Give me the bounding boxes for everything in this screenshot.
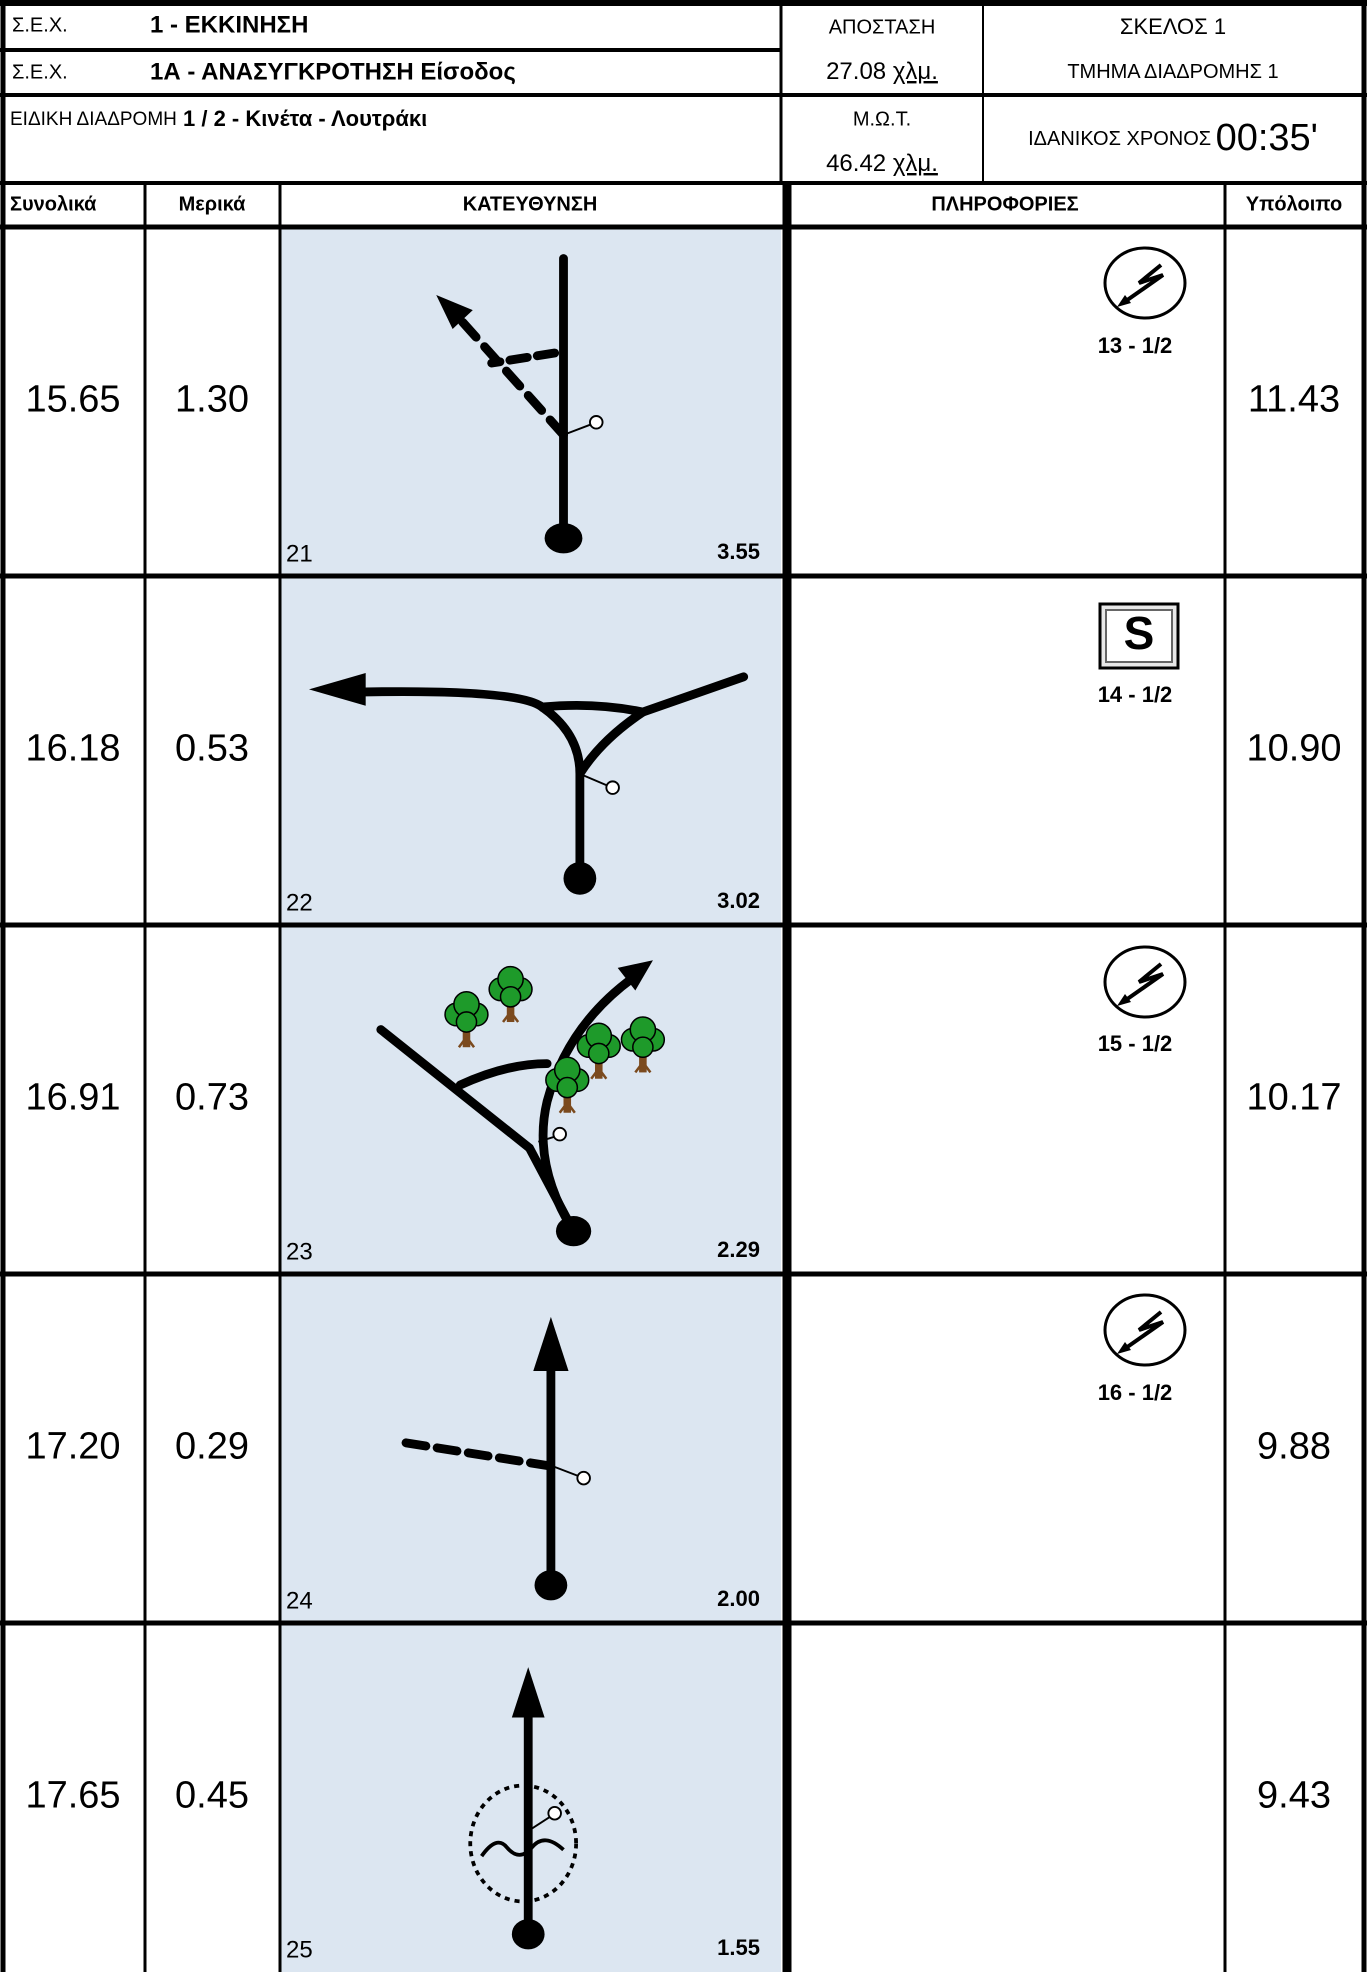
partial-distance: 0.73 bbox=[175, 1077, 249, 1119]
value: 1 bbox=[1268, 61, 1279, 83]
value: 1 / 2 - Κινέτα - Λουτράκι bbox=[183, 106, 427, 131]
total-distance: 17.20 bbox=[25, 1426, 120, 1468]
route-row: 15.65 1.30 21 3.55 13 - 1/2 11.43 bbox=[25, 333, 1340, 568]
label: ΣΚΕΛΟΣ bbox=[1120, 14, 1208, 39]
partial-distance: 0.45 bbox=[175, 1775, 249, 1817]
next-distance: 1.55 bbox=[717, 1935, 760, 1960]
total-distance: 17.65 bbox=[25, 1775, 120, 1817]
tulip-diagram bbox=[376, 960, 666, 1247]
sign: S bbox=[1124, 607, 1155, 659]
value: 1 - ΕΚΚΙΝΗΣΗ bbox=[150, 11, 308, 38]
tulip-diagram bbox=[436, 254, 604, 554]
tulip-diagram bbox=[401, 1316, 591, 1601]
step-number: 25 bbox=[286, 1936, 313, 1963]
column-header: Υπόλοιπο bbox=[1246, 193, 1343, 215]
info-label: 16 - 1/2 bbox=[1098, 1380, 1173, 1405]
route-row: 17.65 0.45 25 1.55 9.43 bbox=[25, 1775, 1331, 1964]
column-header: Μερικά bbox=[179, 193, 247, 215]
label: ΙΔΑΝΙΚΟΣ ΧΡΟΝΟΣ bbox=[1028, 128, 1211, 150]
unit: χλμ. bbox=[893, 150, 938, 177]
remaining-distance: 10.90 bbox=[1246, 728, 1341, 770]
section: ΤΜΗΜΑ ΔΙΑΔΡΟΜΗΣ 1 bbox=[1067, 61, 1278, 83]
remaining-distance: 11.43 bbox=[1248, 379, 1340, 421]
column-header: ΠΛΗΡΟΦΟΡΙΕΣ bbox=[931, 193, 1078, 215]
total-distance: 15.65 bbox=[25, 379, 120, 421]
info-label: 13 - 1/2 bbox=[1098, 333, 1173, 358]
mot: 46.42 χλμ. bbox=[826, 150, 938, 177]
info-label: 15 - 1/2 bbox=[1098, 1031, 1173, 1056]
label: ΑΠΟΣΤΑΣΗ bbox=[829, 16, 936, 38]
label: ΤΜΗΜΑ ΔΙΑΔΡΟΜΗΣ bbox=[1067, 61, 1262, 83]
remaining-distance: 10.17 bbox=[1246, 1077, 1341, 1119]
step-number: 23 bbox=[286, 1238, 313, 1265]
remaining-distance: 9.88 bbox=[1257, 1426, 1331, 1468]
info-label: 14 - 1/2 bbox=[1098, 682, 1173, 707]
warning-icon bbox=[1103, 246, 1187, 320]
total-distance: 16.18 bbox=[25, 728, 120, 770]
direction-cell bbox=[280, 925, 781, 1274]
next-distance: 3.02 bbox=[717, 888, 760, 913]
partial-distance: 0.29 bbox=[175, 1426, 249, 1468]
step-number: 21 bbox=[286, 540, 313, 567]
warning-icon bbox=[1103, 945, 1187, 1019]
remaining-distance: 9.43 bbox=[1257, 1775, 1331, 1817]
column-header: Συνολικά bbox=[10, 193, 97, 215]
label: Σ.Ε.Χ. bbox=[12, 14, 68, 36]
step-number: 24 bbox=[286, 1587, 313, 1614]
step-number: 22 bbox=[286, 889, 313, 916]
unit: χλμ. bbox=[893, 58, 938, 85]
ideal-time: ΙΔΑΝΙΚΟΣ ΧΡΟΝΟΣ 00:35' bbox=[1028, 117, 1318, 159]
next-distance: 2.29 bbox=[717, 1237, 760, 1262]
leg: ΣΚΕΛΟΣ 1 bbox=[1120, 14, 1226, 39]
next-distance: 2.00 bbox=[717, 1586, 760, 1611]
route-row: 16.91 0.73 23 2.29 15 - 1/2 10.17 bbox=[25, 1031, 1341, 1266]
stop-sign-icon: S bbox=[1098, 602, 1180, 670]
direction-cell bbox=[280, 576, 781, 925]
route-row: 16.18 0.53 22 3.02 14 - 1/2 10.90 bbox=[25, 682, 1341, 917]
route-row: 17.20 0.29 24 2.00 16 - 1/2 9.88 bbox=[25, 1380, 1331, 1615]
column-header: ΚΑΤΕΥΘΥΝΣΗ bbox=[463, 193, 598, 215]
special-route: ΕΙΔΙΚΗ ΔΙΑΔΡΟΜΗ 1 / 2 - Κινέτα - Λουτράκ… bbox=[10, 106, 427, 131]
value: 1 bbox=[1214, 14, 1226, 39]
distance: 27.08 χλμ. bbox=[826, 58, 938, 85]
value: 46.42 bbox=[826, 150, 886, 177]
next-distance: 3.55 bbox=[717, 539, 760, 564]
total-distance: 16.91 bbox=[25, 1077, 120, 1119]
partial-distance: 0.53 bbox=[175, 728, 249, 770]
tulip-diagram bbox=[308, 672, 749, 895]
label: ΕΙΔΙΚΗ ΔΙΑΔΡΟΜΗ bbox=[10, 109, 177, 130]
warning-icon bbox=[1103, 1293, 1187, 1367]
label: Μ.Ω.Τ. bbox=[853, 108, 911, 130]
value: 00:35' bbox=[1216, 117, 1318, 159]
value: 27.08 bbox=[826, 58, 886, 85]
partial-distance: 1.30 bbox=[175, 379, 249, 421]
label: Σ.Ε.Χ. bbox=[12, 61, 68, 83]
value: 1Α - ΑΝΑΣΥΓΚΡΟΤΗΣΗ Είσοδος bbox=[150, 58, 516, 85]
tulip-diagram bbox=[468, 1667, 578, 1950]
direction-cell bbox=[280, 1274, 781, 1623]
